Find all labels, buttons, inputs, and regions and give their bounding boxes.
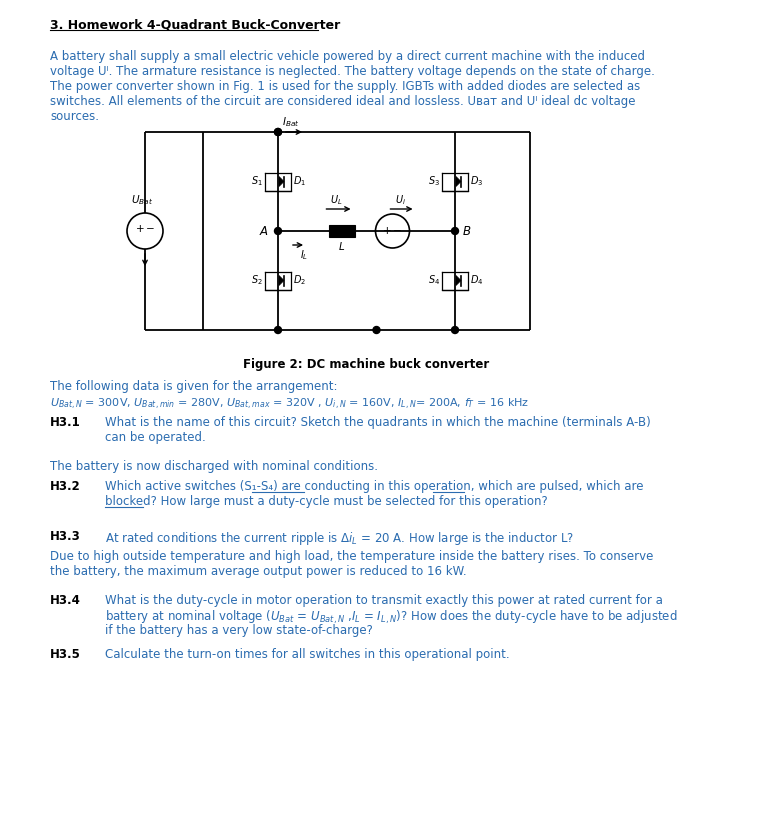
Text: $D_1$: $D_1$: [293, 175, 306, 188]
Text: B: B: [463, 225, 471, 237]
Text: $U_L$: $U_L$: [330, 193, 342, 207]
Text: blocked? How large must a duty-cycle must be selected for this operation?: blocked? How large must a duty-cycle mus…: [105, 495, 548, 508]
Circle shape: [274, 128, 281, 136]
Text: battery at nominal voltage ($U_{Bat}$ = $U_{Bat,N}$ ,$I_L$ = $I_{L,N}$)? How doe: battery at nominal voltage ($U_{Bat}$ = …: [105, 609, 677, 626]
Text: H3.5: H3.5: [50, 648, 81, 661]
Text: $S_1$: $S_1$: [251, 175, 263, 188]
Text: A battery shall supply a small electric vehicle powered by a direct current mach: A battery shall supply a small electric …: [50, 50, 645, 63]
Text: The power converter shown in Fig. 1 is used for the supply. IGBTs with added dio: The power converter shown in Fig. 1 is u…: [50, 80, 640, 93]
Text: The following data is given for the arrangement:: The following data is given for the arra…: [50, 380, 338, 393]
Text: H3.4: H3.4: [50, 594, 81, 607]
Text: What is the name of this circuit? Sketch the quadrants in which the machine (ter: What is the name of this circuit? Sketch…: [105, 416, 651, 429]
Text: $U_i$: $U_i$: [395, 193, 406, 207]
Text: −: −: [145, 224, 155, 234]
Text: can be operated.: can be operated.: [105, 431, 206, 444]
Polygon shape: [279, 276, 284, 286]
Text: $D_4$: $D_4$: [470, 273, 483, 287]
Text: sources.: sources.: [50, 110, 99, 123]
Text: $D_3$: $D_3$: [470, 175, 483, 188]
Text: At rated conditions the current ripple is $\Delta i_L$ = 20 A. How large is the : At rated conditions the current ripple i…: [105, 530, 574, 547]
Polygon shape: [456, 177, 461, 187]
Text: $I_L$: $I_L$: [300, 248, 308, 262]
Text: $D_2$: $D_2$: [293, 273, 306, 287]
Text: switches. All elements of the circuit are considered ideal and lossless. Uʙат an: switches. All elements of the circuit ar…: [50, 95, 635, 108]
Text: H3.2: H3.2: [50, 480, 80, 493]
Polygon shape: [456, 276, 461, 286]
Text: H3.3: H3.3: [50, 530, 80, 543]
Text: Figure 2: DC machine buck converter: Figure 2: DC machine buck converter: [243, 358, 489, 371]
Text: +: +: [136, 224, 145, 234]
Polygon shape: [279, 177, 284, 187]
Circle shape: [274, 128, 281, 136]
Text: −: −: [393, 226, 402, 236]
Text: Which active switches (S₁-S₄) are conducting in this operation, which are pulsed: Which active switches (S₁-S₄) are conduc…: [105, 480, 643, 493]
Text: $U_{Bat}$: $U_{Bat}$: [131, 193, 153, 207]
Text: the battery, the maximum average output power is reduced to 16 kW.: the battery, the maximum average output …: [50, 565, 467, 578]
Text: A: A: [260, 225, 268, 237]
Text: +: +: [383, 226, 392, 236]
Text: H3.1: H3.1: [50, 416, 80, 429]
Text: $S_3$: $S_3$: [428, 175, 440, 188]
Text: if the battery has a very low state-of-charge?: if the battery has a very low state-of-c…: [105, 624, 373, 637]
Text: The battery is now discharged with nominal conditions.: The battery is now discharged with nomin…: [50, 460, 378, 473]
Circle shape: [451, 227, 458, 235]
Text: $S_2$: $S_2$: [251, 273, 263, 287]
Bar: [329, 225, 355, 237]
Text: voltage Uᴵ. The armature resistance is neglected. The battery voltage depends on: voltage Uᴵ. The armature resistance is n…: [50, 65, 655, 78]
Text: L: L: [339, 242, 345, 252]
Circle shape: [274, 327, 281, 333]
Text: $S_4$: $S_4$: [427, 273, 440, 287]
Circle shape: [451, 327, 458, 333]
Circle shape: [373, 327, 380, 333]
Text: What is the duty-cycle in motor operation to transmit exactly this power at rate: What is the duty-cycle in motor operatio…: [105, 594, 663, 607]
Text: $U_{Bat,N}$ = 300V, $U_{Bat,min}$ = 280V, $U_{Bat,max}$ = 320V , $U_{i,N}$ = 160: $U_{Bat,N}$ = 300V, $U_{Bat,min}$ = 280V…: [50, 397, 530, 412]
Text: Calculate the turn-on times for all switches in this operational point.: Calculate the turn-on times for all swit…: [105, 648, 509, 661]
Text: 3. Homework 4-Quadrant Buck-Converter: 3. Homework 4-Quadrant Buck-Converter: [50, 18, 340, 31]
Circle shape: [274, 227, 281, 235]
Text: $I_{Bat}$: $I_{Bat}$: [282, 115, 300, 129]
Text: Due to high outside temperature and high load, the temperature inside the batter: Due to high outside temperature and high…: [50, 550, 653, 563]
